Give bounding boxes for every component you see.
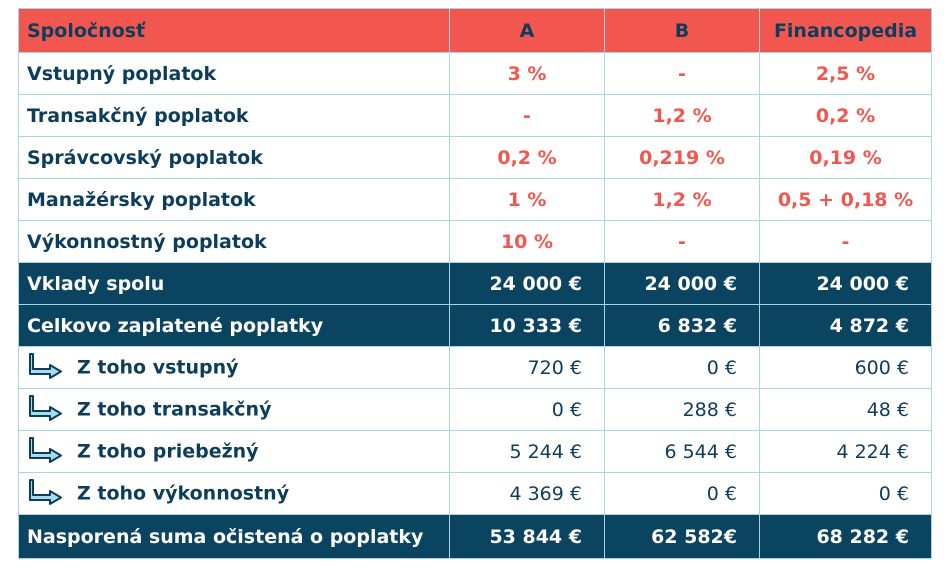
cell-b: 1,2 % [604,94,760,137]
row-label: Vstupný poplatok [18,52,450,95]
cell-a: - [449,94,605,137]
row-label: Nasporená suma očistená o poplatky [18,514,450,559]
fee-comparison-table: Spoločnosť A B Financopedia Vstupný popl… [18,8,932,559]
header-company: Spoločnosť [18,8,450,53]
cell-b: 6 832 € [604,304,760,347]
row-label: Z toho priebežný [77,440,259,462]
cell-financopedia: 0,5 + 0,18 % [759,178,932,221]
sub-item-arrow-icon [29,478,62,505]
header-a: A [449,8,605,53]
cell-financopedia: 0,19 % [759,136,932,179]
cell-financopedia: 4 872 € [759,304,932,347]
header-financopedia: Financopedia [759,8,932,53]
cell-b: 0 € [604,472,760,515]
cell-b: - [604,52,760,95]
cell-b: 1,2 % [604,178,760,221]
cell-b: 0,219 % [604,136,760,179]
cell-b: 6 544 € [604,430,760,473]
table-row: Správcovský poplatok 0,2 % 0,219 % 0,19 … [18,136,932,179]
cell-financopedia: 48 € [759,388,932,431]
cell-a: 4 369 € [449,472,605,515]
cell-a: 24 000 € [449,262,605,305]
row-label: Transakčný poplatok [18,94,450,137]
cell-financopedia: 68 282 € [759,514,932,559]
cell-financopedia: - [759,220,932,263]
cell-financopedia: 600 € [759,346,932,389]
cell-b: 62 582€ [604,514,760,559]
row-label: Z toho výkonnostný [77,482,290,504]
header-b: B [604,8,760,53]
cell-a: 5 244 € [449,430,605,473]
cell-a: 10 333 € [449,304,605,347]
row-label: Celkovo zaplatené poplatky [18,304,450,347]
cell-financopedia: 0,2 % [759,94,932,137]
deposits-row: Vklady spolu 24 000 € 24 000 € 24 000 € [18,262,932,305]
sub-item-arrow-icon [29,394,62,421]
cell-a: 1 % [449,178,605,221]
table-row: Transakčný poplatok - 1,2 % 0,2 % [18,94,932,137]
cell-financopedia: 0 € [759,472,932,515]
table-row: Výkonnostný poplatok 10 % - - [18,220,932,263]
table-row: Vstupný poplatok 3 % - 2,5 % [18,52,932,95]
table-row: Z toho vstupný 720 € 0 € 600 € [18,346,932,389]
cell-b: - [604,220,760,263]
table-row: Manažérsky poplatok 1 % 1,2 % 0,5 + 0,18… [18,178,932,221]
cell-a: 0 € [449,388,605,431]
cell-financopedia: 2,5 % [759,52,932,95]
header-row: Spoločnosť A B Financopedia [18,8,932,53]
row-label: Výkonnostný poplatok [18,220,450,263]
row-label: Z toho vstupný [77,356,239,378]
cell-a: 53 844 € [449,514,605,559]
cell-a: 0,2 % [449,136,605,179]
row-label: Vklady spolu [18,262,450,305]
table-row: Z toho priebežný 5 244 € 6 544 € 4 224 € [18,430,932,473]
savings-row: Nasporená suma očistená o poplatky 53 84… [18,514,932,559]
row-label: Manažérsky poplatok [18,178,450,221]
total-fees-row: Celkovo zaplatené poplatky 10 333 € 6 83… [18,304,932,347]
table-row: Z toho transakčný 0 € 288 € 48 € [18,388,932,431]
cell-a: 10 % [449,220,605,263]
row-label: Z toho transakčný [77,398,272,420]
cell-a: 3 % [449,52,605,95]
cell-financopedia: 4 224 € [759,430,932,473]
row-label: Správcovský poplatok [18,136,450,179]
sub-item-arrow-icon [29,436,62,463]
cell-b: 24 000 € [604,262,760,305]
sub-item-arrow-icon [29,352,62,379]
cell-b: 0 € [604,346,760,389]
cell-b: 288 € [604,388,760,431]
cell-a: 720 € [449,346,605,389]
cell-financopedia: 24 000 € [759,262,932,305]
table-row: Z toho výkonnostný 4 369 € 0 € 0 € [18,472,932,515]
